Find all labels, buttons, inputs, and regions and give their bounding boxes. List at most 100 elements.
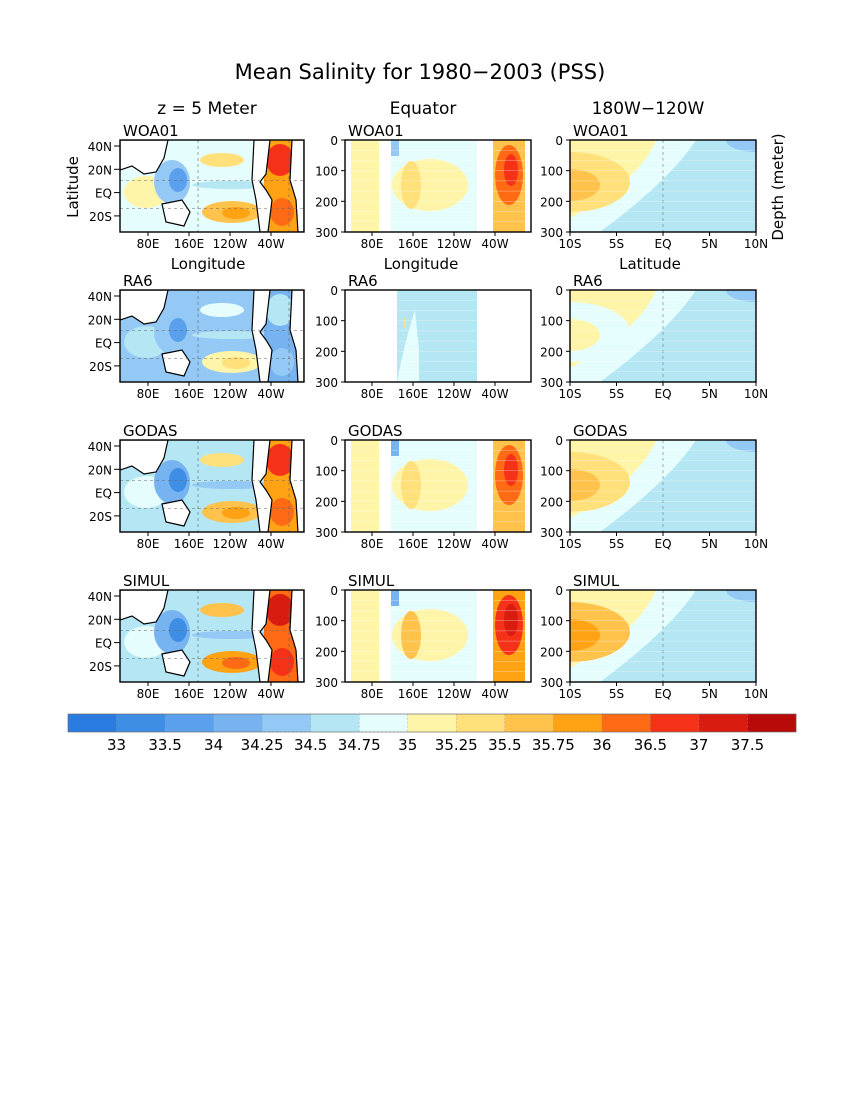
indian-water-column bbox=[351, 590, 379, 682]
tick-label: 20N bbox=[88, 313, 112, 327]
panel-label: GODAS bbox=[123, 422, 178, 440]
equatorial-section-field bbox=[345, 140, 531, 232]
colorbar-label: 33 bbox=[107, 736, 126, 754]
tick-label: 20S bbox=[89, 660, 112, 674]
tick-label: 5N bbox=[701, 387, 718, 401]
colorbar-swatch bbox=[261, 713, 312, 733]
tick-label: 0 bbox=[555, 434, 563, 448]
australia-landmass bbox=[161, 499, 191, 527]
colorbar-swatch bbox=[164, 713, 215, 733]
tick-label: 20S bbox=[89, 210, 112, 224]
tick-label: 120W bbox=[213, 537, 248, 551]
colorbar-swatch bbox=[601, 713, 651, 733]
equator-x-axis-label: Longitude bbox=[384, 255, 459, 273]
tick-label: EQ bbox=[95, 187, 112, 201]
colorbar-label: 33.5 bbox=[148, 736, 181, 754]
warm-pool-core-blob bbox=[169, 318, 187, 342]
tick-label: 160E bbox=[174, 537, 205, 551]
tick-label: EQ bbox=[95, 337, 112, 351]
tick-label: 80E bbox=[137, 687, 160, 701]
americas-landmass bbox=[251, 590, 273, 682]
indian-water-column bbox=[351, 440, 379, 532]
warm-pool-core-blob bbox=[169, 168, 187, 192]
meridional-section-field bbox=[570, 440, 756, 532]
tick-label: 80E bbox=[361, 387, 384, 401]
north-pacific-salty-blob bbox=[200, 603, 244, 617]
south-atlantic-salty-blob bbox=[270, 498, 294, 526]
meridional-section-field bbox=[570, 140, 756, 232]
tick-label: 10N bbox=[744, 237, 768, 251]
panel-frame bbox=[344, 289, 532, 383]
tick-label: 120W bbox=[437, 537, 472, 551]
colorbar-label: 36.5 bbox=[634, 736, 667, 754]
tick-label: 300 bbox=[540, 676, 563, 690]
subsurface-maximum bbox=[403, 318, 406, 328]
tick-label: 120W bbox=[437, 237, 472, 251]
australia-landmass bbox=[161, 649, 191, 677]
tick-label: 100 bbox=[315, 165, 338, 179]
south-salinity-core-inner bbox=[570, 469, 600, 501]
tick-label: 300 bbox=[540, 226, 563, 240]
tick-label: 200 bbox=[540, 195, 563, 209]
tick-label: 10N bbox=[744, 537, 768, 551]
panel-label: GODAS bbox=[348, 422, 403, 440]
tick-label: 100 bbox=[315, 315, 338, 329]
colorbar-swatch bbox=[310, 713, 360, 733]
figure-title: Mean Salinity for 1980−2003 (PSS) bbox=[235, 60, 606, 84]
map-x-axis-label: Longitude bbox=[171, 255, 246, 273]
depth-axis-label: Depth (meter) bbox=[769, 133, 787, 240]
tick-label: 100 bbox=[315, 465, 338, 479]
atlantic-salinity-peak bbox=[504, 604, 518, 636]
panel-row-simul: SIMUL 40N 20N EQ 20S 80E 160E 120W 40W SIMUL 0 100 2… bbox=[88, 572, 768, 701]
equatorial-section-field bbox=[345, 590, 531, 682]
colorbar-swatch bbox=[116, 713, 166, 733]
tick-label: 20N bbox=[88, 463, 112, 477]
tick-label: 300 bbox=[315, 376, 338, 390]
panel-row-woa01: WOA01 40N 20N EQ 20S 80E 160E 120W 40W WOA01 0 100 2… bbox=[88, 122, 768, 251]
colorbar-swatch bbox=[698, 713, 748, 733]
tick-label: 120W bbox=[213, 387, 248, 401]
tick-label: 5N bbox=[701, 687, 718, 701]
tick-label: 80E bbox=[361, 237, 384, 251]
tick-label: 5N bbox=[701, 537, 718, 551]
tick-label: 0 bbox=[330, 584, 338, 598]
colorbar-label: 34.25 bbox=[241, 736, 284, 754]
western-subsurface-maximum bbox=[401, 461, 421, 509]
panel-label: WOA01 bbox=[573, 122, 629, 140]
panel-row-ra6: RA6 40N 20N EQ 20S 80E 160E 120W 40W RA6 0 100 200 30… bbox=[88, 272, 768, 401]
panel-label: SIMUL bbox=[573, 572, 620, 590]
panel-label: RA6 bbox=[348, 272, 378, 290]
north-atlantic-salty-blob bbox=[266, 444, 294, 476]
panel-frame bbox=[119, 289, 305, 383]
south-atlantic-salty-blob bbox=[270, 648, 294, 676]
tick-label: 10S bbox=[559, 387, 582, 401]
equatorial-section-field bbox=[345, 290, 531, 382]
tick-label: 100 bbox=[540, 315, 563, 329]
south-pacific-core-blob bbox=[222, 507, 250, 519]
americas-landmass bbox=[251, 440, 273, 532]
panel-frame bbox=[344, 439, 532, 533]
atlantic-salinity-peak bbox=[504, 154, 518, 186]
colorbar-label: 35.25 bbox=[435, 736, 478, 754]
tick-label: 40W bbox=[257, 537, 284, 551]
tick-label: 0 bbox=[555, 584, 563, 598]
surface-salinity-field bbox=[120, 290, 304, 382]
tick-label: 40N bbox=[88, 140, 112, 154]
south-salinity-core-inner bbox=[570, 319, 600, 351]
tick-label: 20N bbox=[88, 613, 112, 627]
warm-pool-surface-fresh bbox=[391, 440, 399, 456]
colorbar-label: 34.75 bbox=[338, 736, 381, 754]
north-fresh-corner bbox=[726, 290, 756, 302]
map-panel: WOA01 40N 20N EQ 20S 80E 160E 120W 40W bbox=[88, 122, 305, 251]
north-atlantic-salty-blob bbox=[266, 594, 294, 626]
colorbar-swatch bbox=[504, 713, 554, 733]
western-subsurface-maximum bbox=[401, 611, 421, 659]
panel-label: SIMUL bbox=[348, 572, 395, 590]
tick-label: 100 bbox=[540, 465, 563, 479]
surface-salinity-field bbox=[120, 440, 304, 532]
tick-label: 100 bbox=[540, 615, 563, 629]
asia-landmass bbox=[120, 290, 169, 325]
tick-label: 80E bbox=[137, 537, 160, 551]
